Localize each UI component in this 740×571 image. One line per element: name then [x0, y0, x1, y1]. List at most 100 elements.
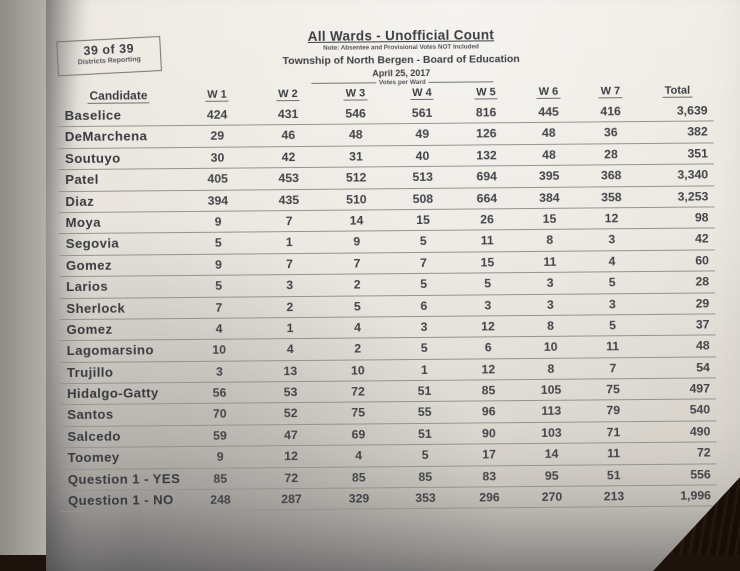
vote-count: 75 — [351, 405, 366, 421]
candidate-name: Santos — [67, 407, 114, 423]
vote-count: 8 — [547, 361, 555, 376]
vote-count: 416 — [600, 104, 621, 119]
vote-count: 70 — [212, 407, 227, 422]
candidate-name: Salcedo — [67, 428, 121, 444]
vote-count: 395 — [538, 168, 560, 184]
vote-total: 1,996 — [680, 488, 712, 503]
vote-count: 69 — [351, 427, 366, 442]
vote-count: 3 — [420, 319, 428, 334]
vote-count: 10 — [543, 340, 558, 355]
vote-count: 85 — [481, 383, 496, 398]
vote-count: 40 — [415, 148, 430, 163]
candidate-name: Baselice — [64, 107, 122, 124]
vote-total: 37 — [695, 317, 710, 332]
vote-count: 1 — [286, 320, 294, 336]
candidate-name: Question 1 - NO — [67, 492, 174, 509]
vote-count: 3 — [608, 232, 616, 247]
vote-count: 7 — [419, 255, 427, 270]
ward-column-header-6: W 6 — [517, 84, 579, 103]
results-sheet-photo: 39 of 39 Districts Reporting All Wards -… — [46, 0, 740, 571]
vote-count: 6 — [420, 298, 428, 313]
vote-count: 113 — [541, 404, 562, 419]
ward-header-text: W 5 — [474, 86, 498, 100]
vote-count: 287 — [281, 492, 302, 507]
ward-column-header-1: W 1 — [179, 86, 254, 105]
vote-total: 540 — [689, 402, 711, 418]
vote-count: 7 — [285, 214, 293, 229]
vote-count: 3 — [546, 297, 554, 312]
vote-total: 72 — [696, 445, 711, 460]
vote-count: 7 — [285, 256, 293, 271]
vote-count: 5 — [419, 234, 427, 249]
vote-count: 11 — [607, 446, 621, 461]
vote-count: 47 — [284, 427, 298, 443]
ward-header-text: W 1 — [205, 88, 229, 102]
vote-count: 55 — [417, 405, 432, 420]
vote-count: 10 — [212, 342, 227, 358]
vote-count: 2 — [353, 277, 361, 292]
vote-count: 5 — [484, 276, 492, 291]
vote-count: 95 — [544, 468, 559, 483]
vote-count: 83 — [482, 468, 497, 484]
vote-count: 213 — [603, 489, 625, 504]
vote-total: 60 — [695, 253, 709, 268]
vote-count: 85 — [213, 471, 228, 486]
vote-count: 51 — [606, 467, 621, 482]
vote-count: 4 — [354, 320, 361, 335]
vote-count: 2 — [286, 299, 294, 314]
vote-count: 4 — [215, 321, 223, 336]
vote-count: 12 — [604, 211, 619, 226]
vote-count: 79 — [606, 403, 621, 418]
candidate-name: Diaz — [65, 193, 95, 209]
vote-count: 9 — [216, 449, 224, 465]
ward-column-header-3: W 3 — [321, 85, 389, 104]
vote-count: 694 — [476, 169, 498, 184]
vote-count: 4 — [608, 253, 616, 269]
candidate-name: Question 1 - YES — [67, 470, 181, 487]
candidate-name: Sherlock — [66, 300, 126, 316]
candidate-name: Soutuyo — [64, 150, 121, 166]
vote-count: 8 — [546, 318, 554, 333]
vote-count: 7 — [609, 360, 617, 376]
vote-total: 497 — [689, 381, 711, 396]
vote-total: 3,639 — [676, 103, 708, 118]
vote-count: 561 — [411, 105, 433, 121]
vote-count: 405 — [207, 171, 229, 186]
vote-count: 11 — [480, 233, 494, 248]
vote-count: 3 — [546, 275, 554, 290]
caption-dash-right — [428, 81, 494, 83]
vote-count: 71 — [606, 425, 621, 440]
vote-count: 394 — [207, 193, 229, 208]
table-row: Question 1 - NO 248 287 329 353 296 270 213 1,99… — [60, 485, 718, 513]
candidate-name: Gomez — [65, 257, 112, 273]
vote-count: 9 — [214, 257, 222, 272]
vote-count: 90 — [482, 426, 496, 441]
vote-count: 12 — [481, 362, 496, 377]
vote-total: 98 — [694, 210, 709, 225]
vote-count: 816 — [475, 105, 497, 120]
vote-total: 29 — [695, 295, 710, 311]
vote-count: 248 — [210, 492, 231, 507]
ward-column-header-4: W 4 — [389, 85, 454, 104]
vote-count: 85 — [351, 470, 366, 485]
vote-count: 270 — [541, 489, 563, 504]
vote-count: 664 — [476, 190, 498, 206]
vote-count: 72 — [351, 384, 365, 399]
vote-count: 72 — [284, 470, 299, 485]
vote-count: 445 — [538, 104, 559, 119]
report-subtitle: Township of North Bergen - Board of Educ… — [282, 53, 520, 68]
candidate-name: Lagomarsino — [66, 342, 154, 359]
vote-count: 26 — [480, 212, 494, 227]
vote-count: 103 — [541, 425, 562, 440]
vote-count: 31 — [349, 149, 363, 164]
vote-count: 10 — [350, 363, 365, 378]
vote-count: 46 — [281, 128, 296, 143]
vote-total: 3,340 — [677, 167, 709, 182]
vote-count: 59 — [213, 428, 227, 443]
vote-count: 508 — [412, 191, 434, 206]
vote-count: 13 — [283, 363, 298, 378]
vote-count: 424 — [206, 107, 228, 122]
vote-total: 351 — [687, 146, 709, 161]
vote-count: 513 — [412, 170, 434, 185]
candidate-name: DeMarchena — [64, 128, 148, 145]
